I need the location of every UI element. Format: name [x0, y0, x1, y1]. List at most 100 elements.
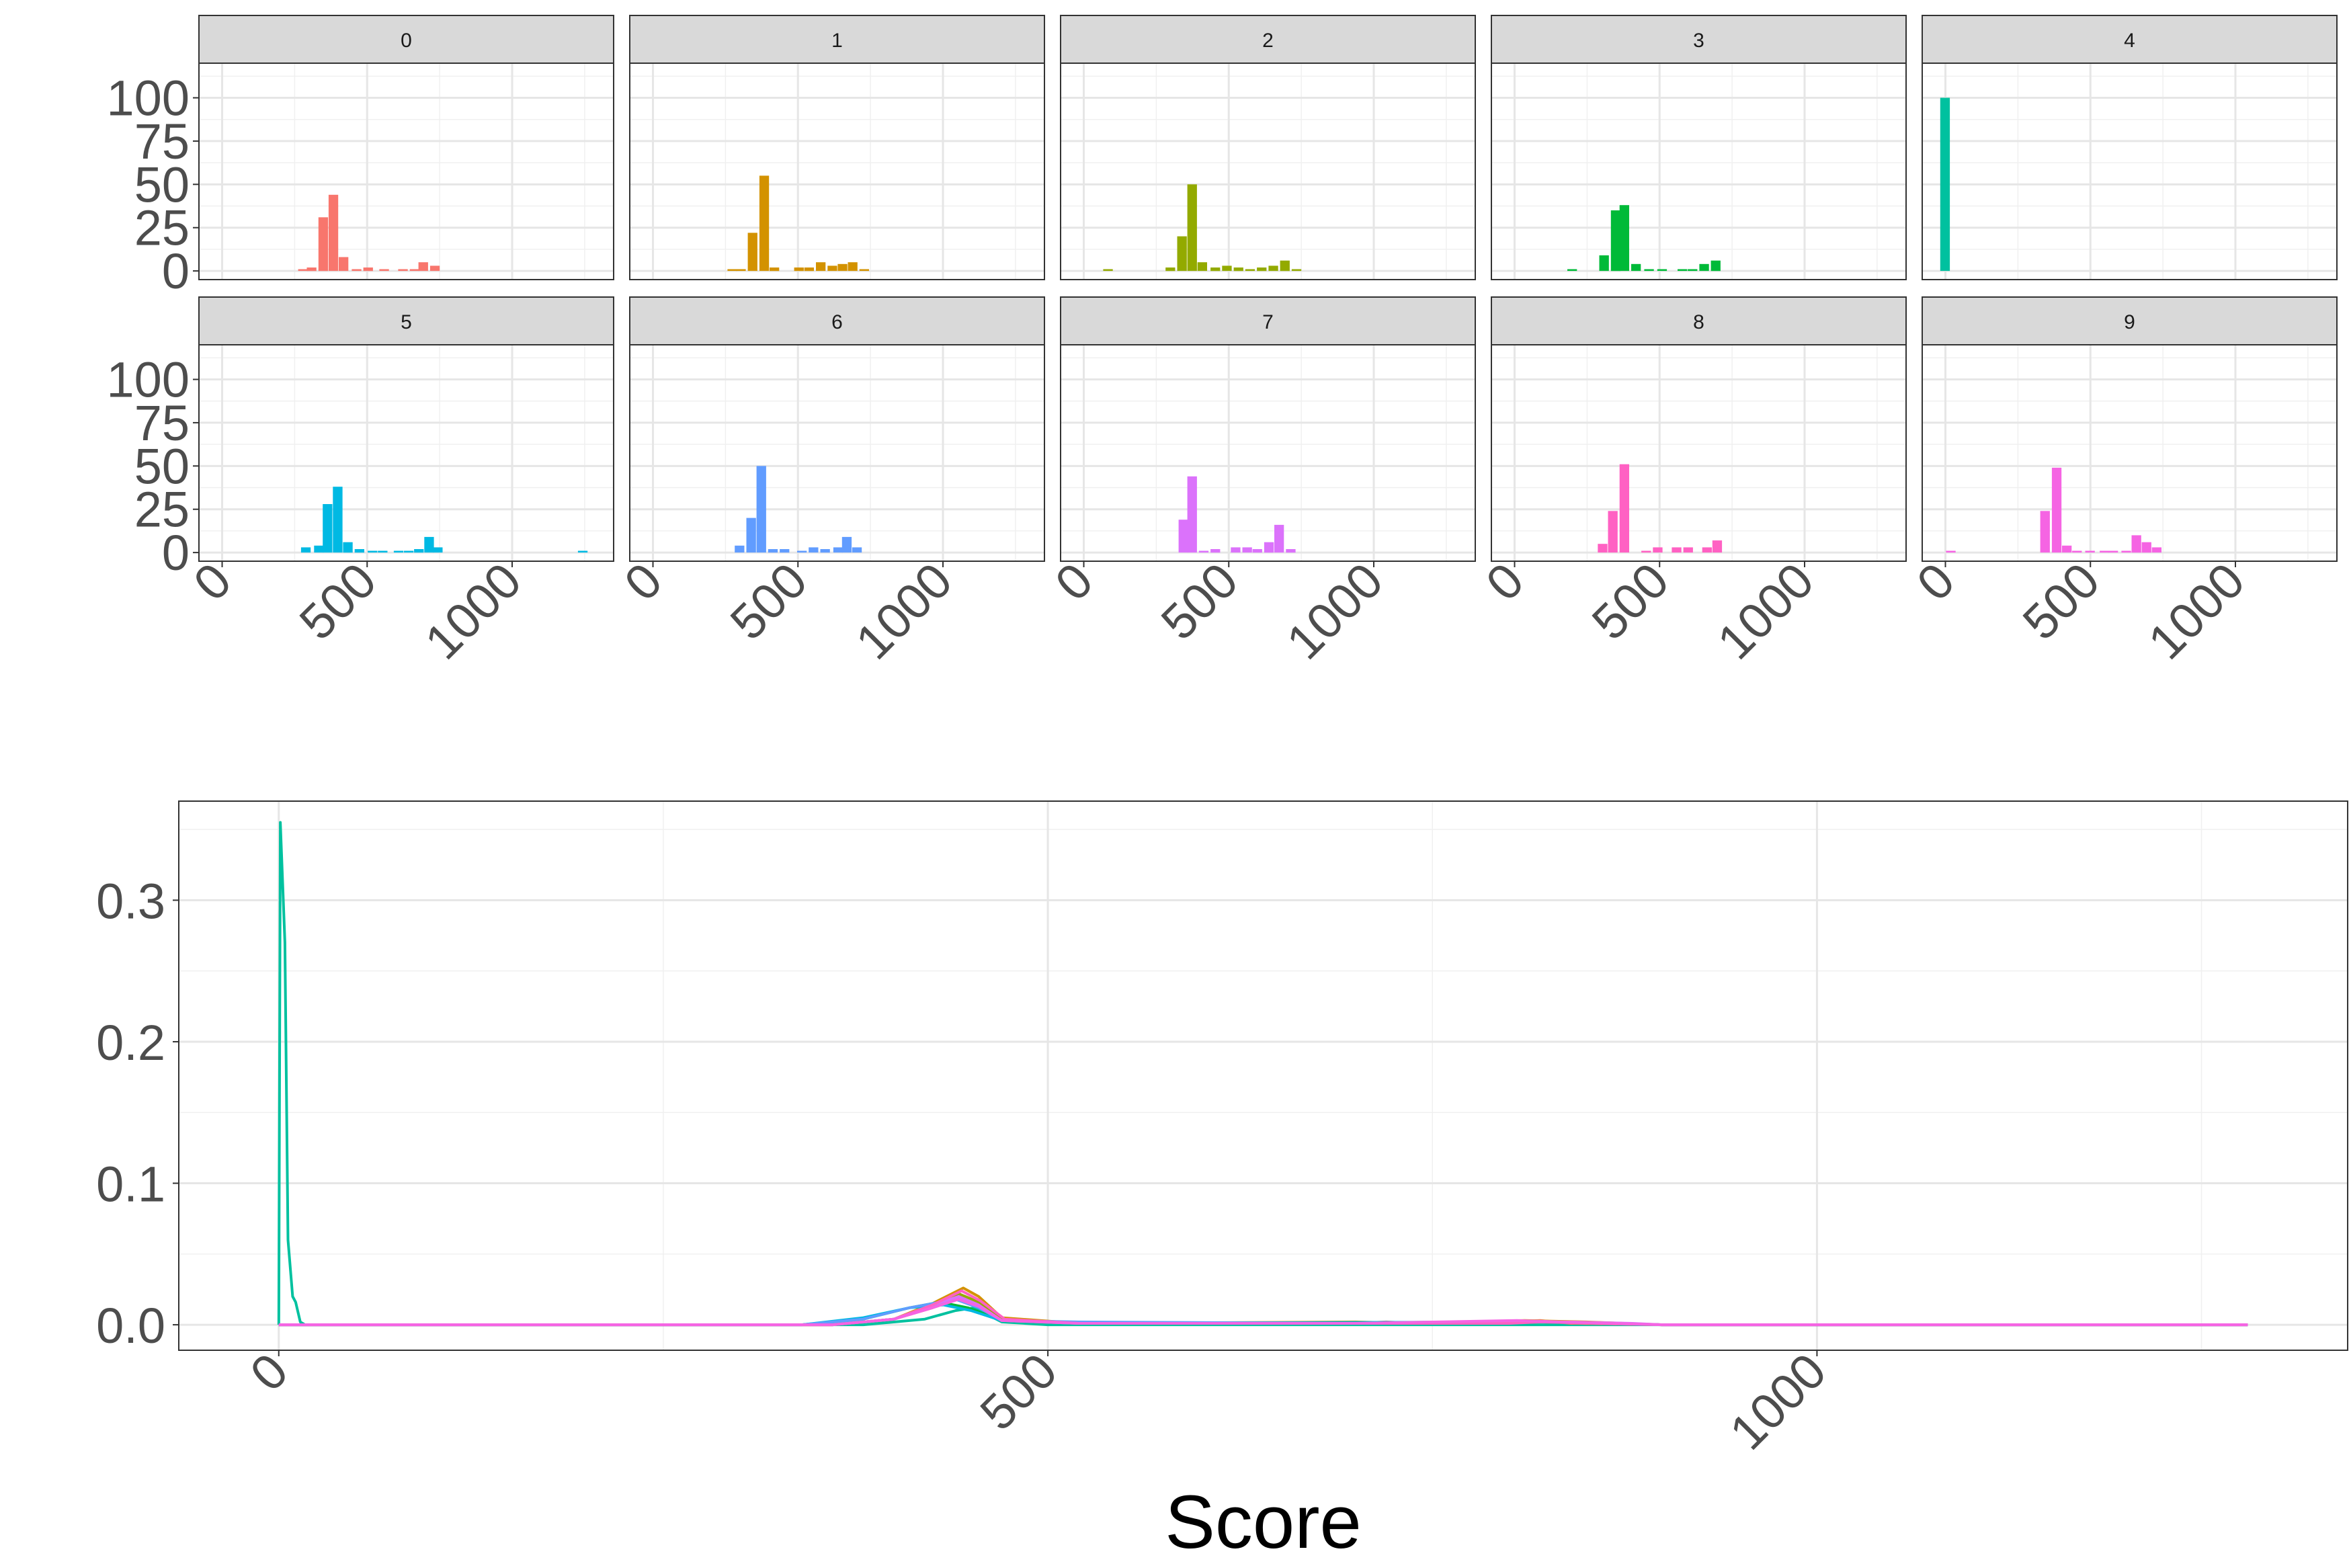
histogram-bar [424, 536, 434, 553]
facet-strip [629, 15, 1045, 64]
facet-panel-4: 4 [1922, 15, 2338, 280]
histogram-bar [1222, 265, 1232, 272]
histogram-bar [1712, 540, 1723, 553]
histogram-bar [736, 269, 746, 272]
histogram-bar [378, 550, 388, 553]
histogram-bar [1946, 550, 1956, 553]
x-tick-label: 0 [239, 1343, 298, 1402]
panel-border [198, 63, 614, 280]
facet-strip [1491, 15, 1907, 64]
histogram-bar [1252, 549, 1262, 553]
facet-strip [198, 15, 614, 64]
facet-strip [1060, 15, 1476, 64]
facet-strip-label: 2 [1262, 30, 1274, 52]
histogram-bar [1210, 549, 1221, 553]
histogram-bar [323, 504, 333, 553]
histogram-bar [354, 549, 364, 553]
x-tick-label: 1000 [414, 552, 532, 670]
panel-background [630, 345, 1044, 561]
histogram-bar [1567, 269, 1577, 272]
histogram-bar [1280, 260, 1290, 272]
histogram-bar [379, 269, 389, 272]
histogram-bar [804, 267, 814, 272]
density-plot: 0.0 0.1 0.2 0.3 0 500 1000 Score [96, 800, 2348, 1564]
histogram-bar [409, 269, 419, 272]
histogram-bar [1653, 547, 1663, 553]
histogram-bar [352, 269, 362, 272]
histogram-bar [1619, 464, 1629, 553]
x-tick-label: 1000 [1276, 552, 1393, 670]
histogram-bar [1264, 542, 1274, 553]
histogram-bar [1291, 269, 1302, 272]
histogram-bar [577, 550, 588, 553]
x-tick-label: 1000 [1706, 552, 1824, 670]
histogram-bar [2108, 550, 2118, 553]
panel-border [629, 63, 1045, 280]
facet-strip [1491, 296, 1907, 345]
histogram-bar [2131, 535, 2141, 553]
histogram-bar [1610, 210, 1621, 272]
histogram-bar [363, 267, 373, 272]
histogram-bar [433, 547, 443, 553]
histogram-bar [780, 549, 790, 553]
x-tick-label: 500 [289, 552, 387, 651]
histogram-bar [393, 550, 404, 553]
panel-border [1060, 63, 1476, 280]
panel-border [198, 344, 614, 562]
histogram-bar [339, 257, 349, 272]
histogram-bar [1257, 267, 1267, 272]
histogram-bar [2085, 550, 2095, 553]
histogram-bar [797, 550, 807, 553]
panel-border [1491, 344, 1907, 562]
histogram-bar [298, 269, 308, 272]
histogram-bar [809, 547, 819, 553]
histogram-bar [1641, 550, 1651, 553]
histogram-bar [1599, 255, 1609, 272]
y-tick-label: 0 [162, 525, 190, 581]
histogram-bar [300, 547, 311, 553]
histogram-bar [827, 265, 837, 272]
histogram-bar [1187, 184, 1197, 272]
panel-border [629, 344, 1045, 562]
y-tick-label: 0.1 [96, 1157, 165, 1212]
histogram-bar [1711, 260, 1721, 272]
histogram-bar [1286, 549, 1296, 553]
histogram-bar [768, 549, 778, 553]
histogram-bar [1231, 547, 1241, 553]
histogram-bar [1699, 263, 1709, 272]
x-tick-label: 1000 [1719, 1343, 1837, 1460]
histogram-bar [735, 545, 745, 553]
panel-background [1491, 345, 1906, 561]
y-tick-label: 75 [134, 114, 190, 169]
density-panel-border [178, 800, 2348, 1351]
histogram-bar [404, 550, 414, 553]
panel-border [1491, 63, 1907, 280]
facet-panel-9: 90 500 1000 [1906, 296, 2338, 670]
panel-background [630, 63, 1044, 280]
x-tick-label: 500 [1151, 552, 1249, 651]
histogram-bar [1187, 476, 1197, 553]
facet-strip [1922, 296, 2338, 345]
histogram-bar [1268, 265, 1278, 272]
histogram-bar [820, 549, 830, 553]
facet-panel-3: 3 [1491, 15, 1907, 280]
histogram-bar [318, 217, 329, 272]
histogram-bar [2100, 550, 2110, 553]
facet-strip-label: 8 [1693, 311, 1704, 333]
panel-background [1061, 63, 1475, 280]
histogram-bar [1245, 269, 1255, 272]
facet-panel-2: 2 [1060, 15, 1476, 280]
facet-panel-8: 80 500 1000 [1475, 296, 1907, 670]
histogram-bar [1608, 511, 1618, 553]
histogram-bar [1274, 524, 1284, 553]
panel-background [1922, 63, 2337, 280]
histogram-bar [1178, 520, 1188, 553]
histogram-bar [1242, 547, 1252, 553]
histogram-bar [1177, 236, 1187, 272]
histogram-bar [1598, 544, 1608, 553]
facet-strip-label: 6 [831, 311, 843, 333]
facet-strip [1922, 15, 2338, 64]
